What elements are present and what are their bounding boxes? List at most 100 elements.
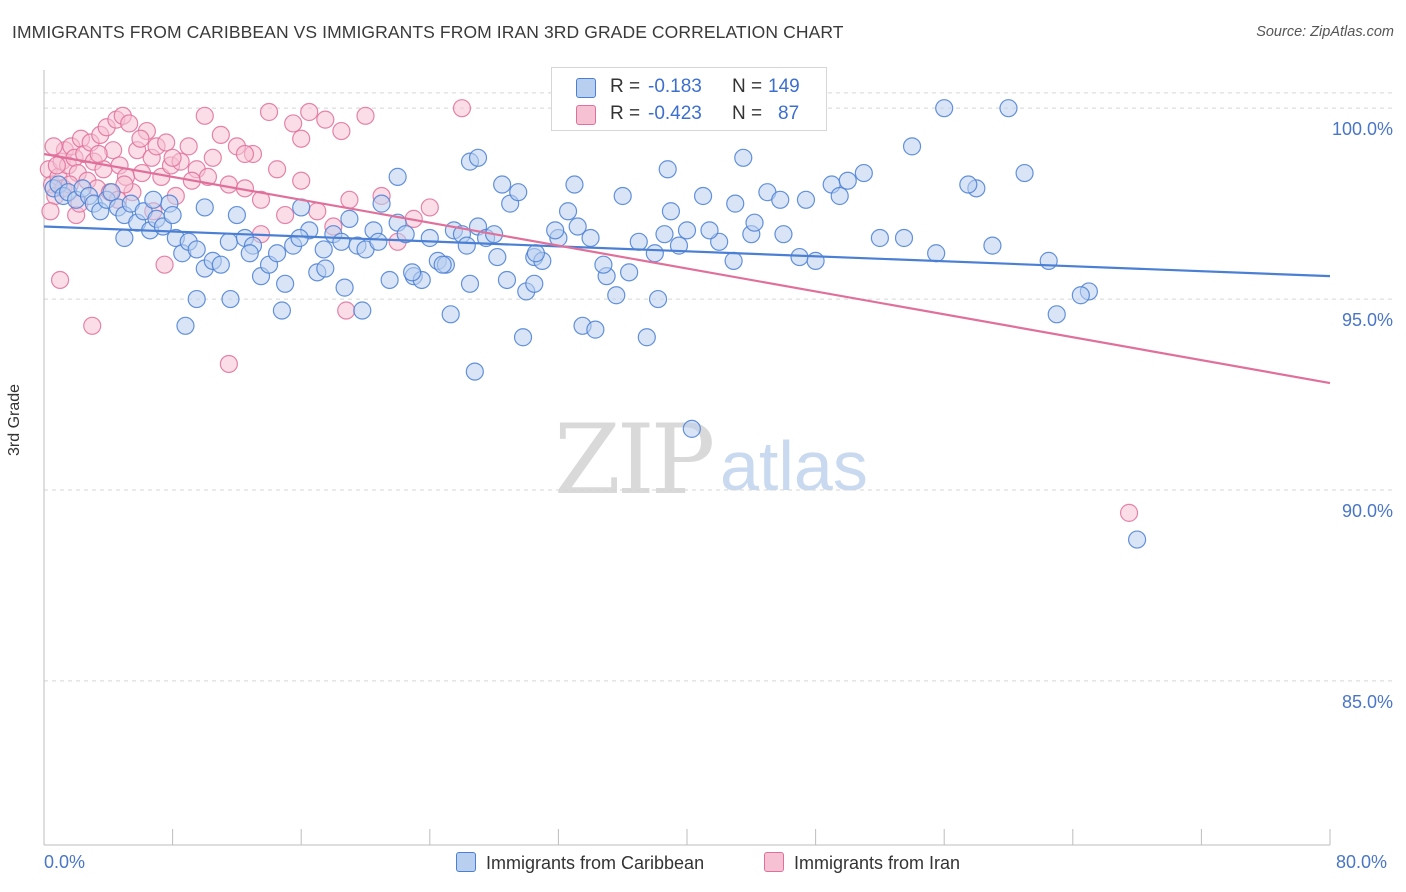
point-iran [198, 167, 218, 186]
point-caribbean [870, 228, 890, 248]
point-caribbean [115, 228, 134, 248]
point-iran [157, 133, 176, 152]
point-caribbean [468, 148, 488, 167]
bottom-legend-iran: Immigrants from Iran [764, 852, 960, 874]
point-caribbean [144, 190, 163, 209]
legend-swatch-iran [576, 105, 596, 125]
point-iran [1119, 503, 1139, 522]
point-caribbean [102, 183, 121, 202]
point-iran [337, 301, 356, 320]
point-caribbean [771, 190, 790, 209]
point-caribbean [1047, 305, 1066, 324]
point-caribbean [661, 202, 681, 221]
point-iran [452, 99, 472, 118]
point-iran [83, 316, 102, 335]
point-caribbean [1015, 163, 1034, 183]
point-caribbean [586, 320, 605, 339]
point-iran [89, 144, 108, 164]
x-tick-label-max: 80.0% [1336, 852, 1388, 872]
legend-n-label: N = [732, 76, 763, 97]
point-iran [267, 160, 287, 179]
point-caribbean [790, 247, 809, 267]
point-caribbean [163, 205, 182, 225]
point-iran [420, 198, 439, 217]
point-caribbean [558, 202, 578, 221]
point-caribbean [353, 301, 372, 320]
point-caribbean [488, 247, 507, 267]
point-caribbean [774, 225, 793, 244]
point-caribbean [272, 301, 292, 320]
point-caribbean [806, 251, 825, 270]
point-caribbean [460, 274, 480, 293]
point-caribbean [546, 221, 565, 240]
point-caribbean [195, 198, 214, 217]
series-caribbean-points [44, 99, 1147, 549]
point-caribbean [894, 228, 914, 248]
point-iran [203, 148, 222, 167]
point-caribbean [227, 205, 246, 225]
point-caribbean [290, 228, 309, 248]
point-caribbean [620, 263, 639, 282]
point-caribbean [457, 236, 476, 255]
point-iran [219, 175, 238, 194]
point-caribbean [927, 244, 946, 263]
point-caribbean [594, 255, 613, 274]
bottom-legend-swatch-iran [764, 852, 784, 872]
point-caribbean [509, 183, 528, 202]
point-caribbean [525, 274, 544, 293]
point-iran [251, 190, 271, 209]
y-axis-label: 3rd Grade [6, 383, 23, 456]
point-caribbean [724, 251, 743, 270]
trend-lines [43, 152, 1331, 385]
point-iran [356, 106, 375, 125]
point-iran [284, 114, 303, 133]
point-caribbean [796, 190, 816, 209]
point-caribbean [372, 194, 391, 213]
bottom-legend-label-iran: Immigrants from Iran [794, 853, 961, 873]
point-iran [292, 129, 311, 148]
point-caribbean [693, 186, 713, 206]
point-iran [276, 205, 295, 225]
legend-r-label: R = [610, 76, 641, 97]
x-tick-label-min: 0.0% [44, 852, 86, 872]
point-iran [195, 106, 214, 125]
point-caribbean [240, 244, 259, 263]
legend-row-caribbean: R = -0.183 N = 149 [576, 76, 816, 98]
point-caribbean [380, 270, 399, 290]
point-caribbean [176, 316, 195, 335]
point-caribbean [513, 328, 533, 347]
point-caribbean [734, 148, 753, 167]
point-iran [292, 171, 311, 190]
point-caribbean [1127, 530, 1147, 549]
point-iran [163, 148, 182, 167]
legend-swatch-caribbean [576, 78, 596, 98]
point-iran [300, 102, 319, 122]
point-caribbean [441, 305, 460, 324]
legend-n-value: 149 [768, 76, 800, 97]
point-iran [50, 270, 70, 290]
point-caribbean [607, 286, 626, 305]
point-caribbean [465, 362, 484, 381]
point-caribbean [187, 289, 206, 309]
legend-row-iran: R = -0.423 N = 87 [576, 103, 816, 125]
point-iran [47, 156, 66, 175]
point-caribbean [726, 194, 745, 213]
point-caribbean [565, 175, 584, 194]
point-caribbean [648, 289, 668, 309]
y-tick-label: 95.0% [1341, 310, 1393, 331]
point-caribbean [658, 160, 677, 179]
point-caribbean [369, 232, 388, 251]
point-caribbean [211, 255, 230, 274]
legend-r-value: -0.183 [648, 76, 702, 97]
point-caribbean [838, 171, 857, 190]
point-iran [235, 144, 255, 164]
point-caribbean [219, 232, 238, 251]
legend-r-value: -0.423 [648, 103, 702, 124]
point-caribbean [999, 99, 1018, 118]
bottom-legend-caribbean: Immigrants from Caribbean [456, 852, 704, 874]
point-caribbean [935, 99, 954, 118]
point-iran [179, 137, 198, 156]
point-iran [308, 202, 327, 221]
point-caribbean [493, 175, 512, 194]
legend-n-value: 87 [778, 103, 800, 124]
